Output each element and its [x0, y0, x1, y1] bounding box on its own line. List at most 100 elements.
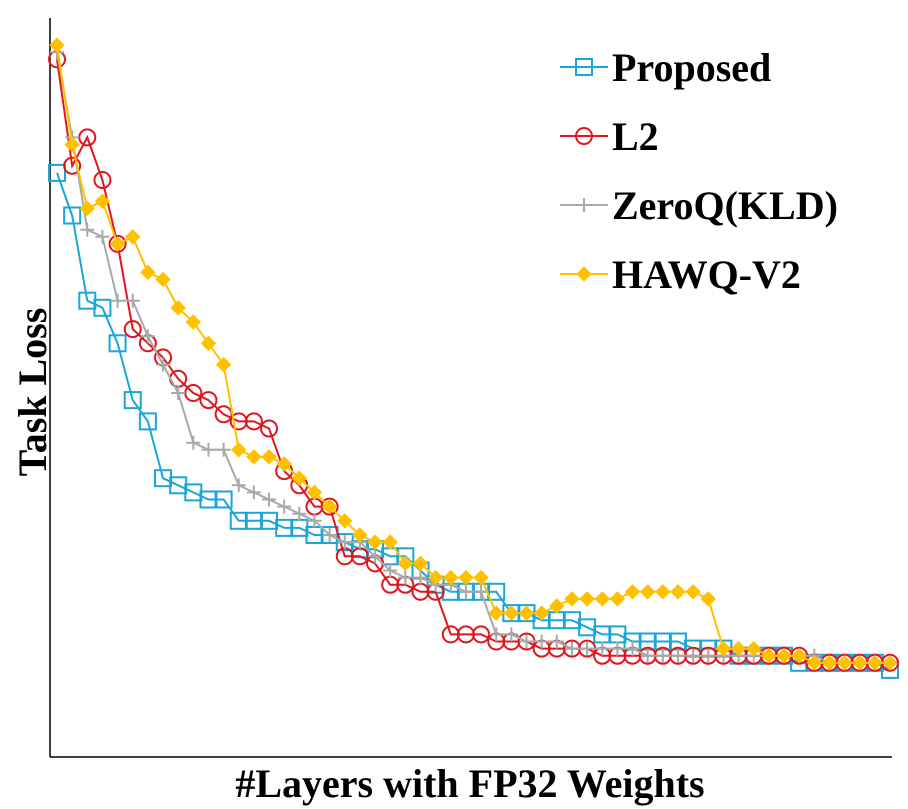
data-point-l2: [260, 419, 279, 438]
data-point-hawq-v2: [761, 647, 777, 664]
data-point-hawq-v2: [155, 271, 171, 288]
data-point-hawq-v2: [170, 300, 186, 316]
plot-frame: [49, 18, 892, 758]
data-point-hawq-v2: [639, 584, 656, 600]
data-point-proposed: [123, 391, 142, 410]
data-point-hawq-v2: [185, 314, 202, 330]
data-point-zeroq-kld: [171, 386, 186, 400]
legend-swatch-marker: [575, 127, 593, 145]
data-point-hawq-v2: [715, 640, 732, 657]
data-point-hawq-v2: [367, 534, 383, 550]
data-point-proposed: [487, 582, 506, 601]
data-point-hawq-v2: [670, 584, 686, 600]
data-point-hawq-v2: [473, 569, 489, 586]
data-point-hawq-v2: [109, 236, 126, 252]
data-point-hawq-v2: [321, 498, 338, 515]
data-point-proposed: [48, 163, 66, 182]
data-point-zeroq-kld: [231, 478, 246, 493]
data-point-l2: [123, 320, 142, 339]
data-point-zeroq-kld: [292, 506, 307, 521]
data-point-zeroq-kld: [246, 485, 261, 500]
data-point-l2: [472, 625, 491, 644]
legend-label: ZeroQ(KLD): [612, 183, 838, 228]
data-point-zeroq-kld: [277, 499, 292, 514]
series-line-hawq-v2: [56, 44, 890, 664]
data-point-hawq-v2: [776, 647, 792, 664]
series-zeroq-kld: [50, 45, 897, 670]
data-point-hawq-v2: [821, 655, 838, 671]
data-point-hawq-v2: [215, 356, 232, 373]
y-axis-title: Task Loss: [10, 308, 55, 477]
data-point-zeroq-kld: [322, 528, 337, 542]
data-point-hawq-v2: [745, 640, 762, 657]
data-point-hawq-v2: [624, 584, 641, 600]
data-point-zeroq-kld: [186, 435, 201, 450]
data-point-hawq-v2: [549, 598, 565, 614]
data-point-l2: [320, 497, 339, 516]
data-point-hawq-v2: [836, 655, 853, 671]
data-point-zeroq-kld: [156, 357, 171, 372]
data-point-hawq-v2: [791, 647, 807, 664]
data-point-hawq-v2: [382, 534, 398, 550]
data-point-zeroq-kld: [625, 641, 640, 656]
legend-label: HAWQ-V2: [612, 252, 801, 297]
data-point-hawq-v2: [594, 591, 610, 607]
data-point-zeroq-kld: [640, 648, 655, 663]
data-point-zeroq-kld: [655, 648, 670, 663]
data-point-hawq-v2: [337, 513, 353, 529]
data-point-zeroq-kld: [398, 570, 413, 585]
series-proposed: [48, 163, 899, 679]
data-point-hawq-v2: [533, 605, 550, 621]
data-point-zeroq-kld: [580, 641, 595, 656]
data-point-hawq-v2: [291, 470, 308, 486]
legend-item-proposed: Proposed: [560, 45, 771, 90]
data-point-zeroq-kld: [458, 584, 473, 599]
data-point-hawq-v2: [503, 605, 520, 621]
series-line-zeroq-kld: [56, 52, 890, 664]
data-point-zeroq-kld: [489, 627, 504, 642]
data-point-l2: [108, 234, 127, 253]
data-point-zeroq-kld: [80, 222, 95, 237]
data-point-zeroq-kld: [383, 563, 398, 578]
data-point-hawq-v2: [685, 584, 701, 600]
data-point-hawq-v2: [443, 569, 459, 586]
data-point-zeroq-kld: [307, 513, 322, 528]
legend-swatch-marker: [576, 266, 592, 282]
data-point-hawq-v2: [458, 569, 474, 586]
data-point-zeroq-kld: [519, 634, 534, 649]
data-point-zeroq-kld: [110, 293, 125, 308]
data-point-zeroq-kld: [125, 293, 140, 308]
data-point-zeroq-kld: [610, 641, 625, 656]
data-point-hawq-v2: [200, 335, 217, 352]
legend-item-hawq-v2: HAWQ-V2: [560, 252, 801, 297]
data-point-hawq-v2: [64, 136, 80, 153]
data-point-hawq-v2: [852, 655, 868, 671]
legend-swatch-marker: [577, 198, 591, 212]
data-point-proposed: [214, 490, 233, 509]
data-point-hawq-v2: [94, 193, 111, 210]
legend-label: Proposed: [612, 45, 771, 90]
data-point-hawq-v2: [518, 605, 535, 621]
data-point-zeroq-kld: [564, 641, 579, 656]
data-point-hawq-v2: [352, 527, 368, 543]
data-point-hawq-v2: [564, 591, 580, 607]
data-point-zeroq-kld: [595, 641, 610, 656]
data-point-l2: [244, 412, 263, 431]
data-point-proposed: [108, 334, 127, 353]
data-point-hawq-v2: [609, 591, 626, 607]
data-point-hawq-v2: [79, 200, 95, 217]
data-point-zeroq-kld: [686, 648, 701, 663]
data-point-hawq-v2: [125, 229, 141, 245]
data-point-zeroq-kld: [413, 570, 428, 585]
data-point-hawq-v2: [261, 449, 277, 465]
data-point-zeroq-kld: [549, 634, 564, 649]
data-point-hawq-v2: [806, 655, 822, 671]
data-point-l2: [78, 128, 97, 147]
series-hawq-v2: [49, 37, 898, 671]
x-axis-title: #Layers with FP32 Weights: [235, 761, 704, 806]
data-point-l2: [184, 384, 203, 402]
data-point-hawq-v2: [140, 264, 156, 281]
legend-item-zeroq-kld: ZeroQ(KLD): [560, 183, 838, 228]
data-point-zeroq-kld: [701, 648, 716, 663]
